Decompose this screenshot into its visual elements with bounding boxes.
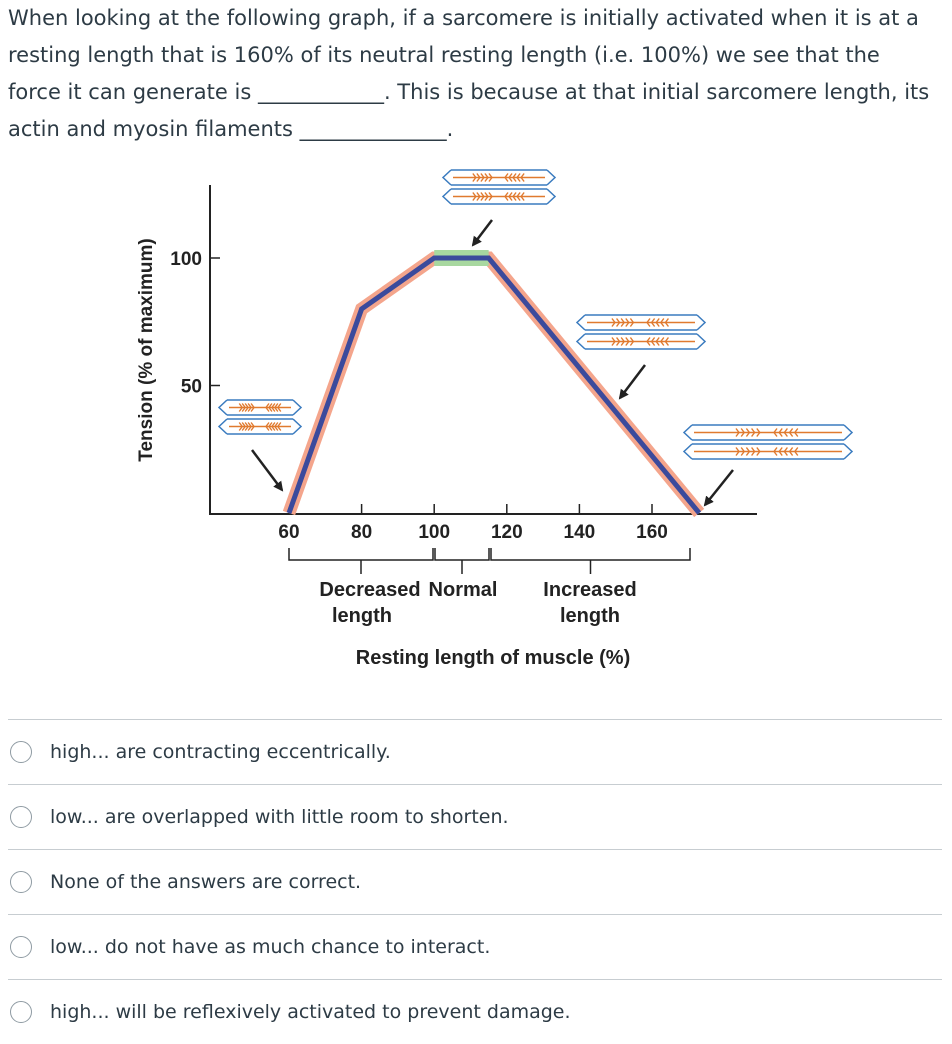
- answer-label: low... do not have as much chance to int…: [50, 936, 490, 958]
- y-tick-label: 100: [170, 249, 202, 270]
- length-tension-figure: 100 50 60 80 100 120 140 160 Tension (% of maxi…: [0, 150, 952, 710]
- z-line: [219, 419, 227, 434]
- bracket-decreased: [289, 548, 433, 560]
- z-line: [293, 419, 301, 434]
- radio-button[interactable]: [10, 1001, 32, 1023]
- bracket-increased: [491, 548, 690, 560]
- sarcomere-icon-short: [219, 400, 301, 434]
- answer-label: None of the answers are correct.: [50, 871, 361, 893]
- answer-option[interactable]: None of the answers are correct.: [8, 849, 942, 914]
- z-line: [697, 315, 705, 330]
- x-axis-title: Resting length of muscle (%): [356, 647, 630, 669]
- z-line: [443, 170, 451, 185]
- sarcomere-icon-stretched: [577, 315, 705, 349]
- question-line: When looking at the following graph, if …: [8, 0, 944, 37]
- z-line: [293, 400, 301, 415]
- question-text: When looking at the following graph, if …: [8, 0, 944, 148]
- y-tick-label: 50: [181, 377, 202, 398]
- x-tick-label: 140: [564, 522, 596, 543]
- answer-option[interactable]: high... will be reflexively activated to…: [8, 979, 942, 1044]
- radio-button[interactable]: [10, 936, 32, 958]
- length-tension-chart: 100 50 60 80 100 120 140 160 Tension (% of maxi…: [0, 150, 952, 710]
- z-line: [684, 425, 692, 440]
- z-line: [547, 189, 555, 204]
- pointer-arrow: [620, 365, 645, 398]
- y-axis-title: Tension (% of maximum): [136, 238, 157, 461]
- radio-button[interactable]: [10, 806, 32, 828]
- x-tick-label: 160: [636, 522, 668, 543]
- sarcomere-icon-normal: [443, 170, 555, 204]
- z-line: [844, 425, 852, 440]
- series-line: [289, 258, 699, 513]
- z-line: [219, 400, 227, 415]
- x-tick-label: 120: [491, 522, 523, 543]
- z-line: [577, 315, 585, 330]
- pointer-arrow: [252, 450, 282, 490]
- answer-label: low... are overlapped with little room t…: [50, 806, 509, 828]
- group-label: Increased: [543, 579, 636, 601]
- z-line: [547, 170, 555, 185]
- pointer-arrow: [705, 470, 733, 505]
- answer-label: high... are contracting eccentrically.: [50, 741, 391, 763]
- x-tick-label: 100: [418, 522, 450, 543]
- radio-button[interactable]: [10, 871, 32, 893]
- series-halo: [289, 258, 699, 513]
- z-line: [844, 444, 852, 459]
- answer-option[interactable]: low... do not have as much chance to int…: [8, 914, 942, 979]
- bracket-normal: [435, 548, 489, 560]
- question-line: resting length that is 160% of its neutr…: [8, 37, 944, 74]
- sarcomere-icon-overstretched: [684, 425, 852, 459]
- pointer-arrow: [473, 220, 492, 245]
- x-tick-label: 60: [278, 522, 299, 543]
- group-label: length: [560, 605, 620, 627]
- z-line: [697, 334, 705, 349]
- radio-button[interactable]: [10, 741, 32, 763]
- answer-list: high... are contracting eccentrically. l…: [8, 719, 942, 1044]
- group-label: length: [332, 605, 392, 627]
- z-line: [443, 189, 451, 204]
- answer-label: high... will be reflexively activated to…: [50, 1001, 571, 1023]
- question-line: actin and myosin filaments _____________…: [8, 111, 944, 148]
- x-tick-label: 80: [351, 522, 372, 543]
- group-label: Normal: [429, 579, 498, 601]
- z-line: [684, 444, 692, 459]
- question-line: force it can generate is ____________. T…: [8, 74, 944, 111]
- answer-option[interactable]: low... are overlapped with little room t…: [8, 784, 942, 849]
- z-line: [577, 334, 585, 349]
- group-label: Decreased: [319, 579, 420, 601]
- answer-option[interactable]: high... are contracting eccentrically.: [8, 719, 942, 784]
